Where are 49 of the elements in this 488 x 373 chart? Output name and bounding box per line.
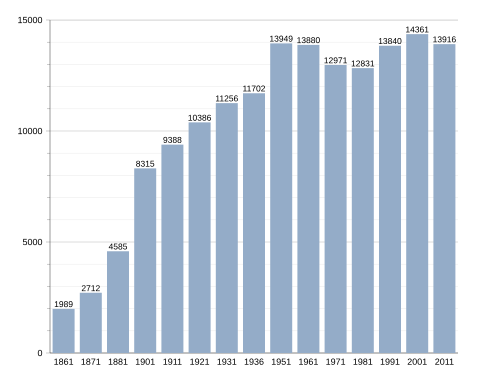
x-tick-label: 2011 <box>435 358 454 365</box>
data-label: 2712 <box>82 285 100 292</box>
data-label: 12831 <box>352 60 374 66</box>
x-tick-label: 1871 <box>82 358 100 365</box>
data-label: 11256 <box>216 95 238 102</box>
data-label: 13916 <box>433 36 456 42</box>
bar <box>216 103 238 353</box>
data-label: 9388 <box>163 136 182 143</box>
data-label: 4585 <box>108 244 128 250</box>
x-tick-label: 1961 <box>299 358 318 365</box>
y-tick-label: 15000 <box>18 16 42 24</box>
y-tick-label: 5000 <box>22 238 42 246</box>
bar <box>161 144 184 353</box>
bar <box>324 65 347 353</box>
x-tick-label: 1951 <box>272 358 291 365</box>
x-tick-label: 1931 <box>218 358 236 365</box>
data-label: 10386 <box>188 114 212 121</box>
bar <box>270 43 292 353</box>
x-tick-label: 1881 <box>108 358 128 365</box>
y-tick-label: 0 <box>38 350 42 356</box>
data-label: 14361 <box>406 26 429 32</box>
bar <box>134 168 156 353</box>
bar <box>243 93 266 353</box>
x-tick-label: 1861 <box>54 358 74 365</box>
data-label: 8315 <box>136 160 154 167</box>
bar <box>52 308 75 353</box>
x-tick-label: 1971 <box>326 358 346 365</box>
data-label: 12971 <box>324 57 347 64</box>
x-tick-label: 1981 <box>354 358 372 365</box>
bar <box>406 34 428 353</box>
data-label: 13949 <box>270 36 293 42</box>
bar <box>352 68 374 353</box>
bar <box>379 46 402 353</box>
bar <box>107 251 129 353</box>
x-tick-label: 2001 <box>408 358 427 365</box>
data-label: 13880 <box>297 37 320 44</box>
data-label: 11702 <box>243 86 266 92</box>
x-tick-label: 1921 <box>190 358 210 365</box>
x-tick-label: 1901 <box>136 358 155 365</box>
y-tick-label: 10000 <box>18 128 42 134</box>
bar <box>188 122 211 353</box>
x-tick-label: 1936 <box>244 358 264 365</box>
data-label: 13840 <box>378 38 402 44</box>
bar <box>297 44 320 353</box>
x-tick-label: 1911 <box>163 358 182 365</box>
x-tick-label: 1991 <box>380 358 400 365</box>
bar <box>433 44 456 353</box>
bar <box>80 292 102 353</box>
data-label: 1989 <box>54 301 73 308</box>
